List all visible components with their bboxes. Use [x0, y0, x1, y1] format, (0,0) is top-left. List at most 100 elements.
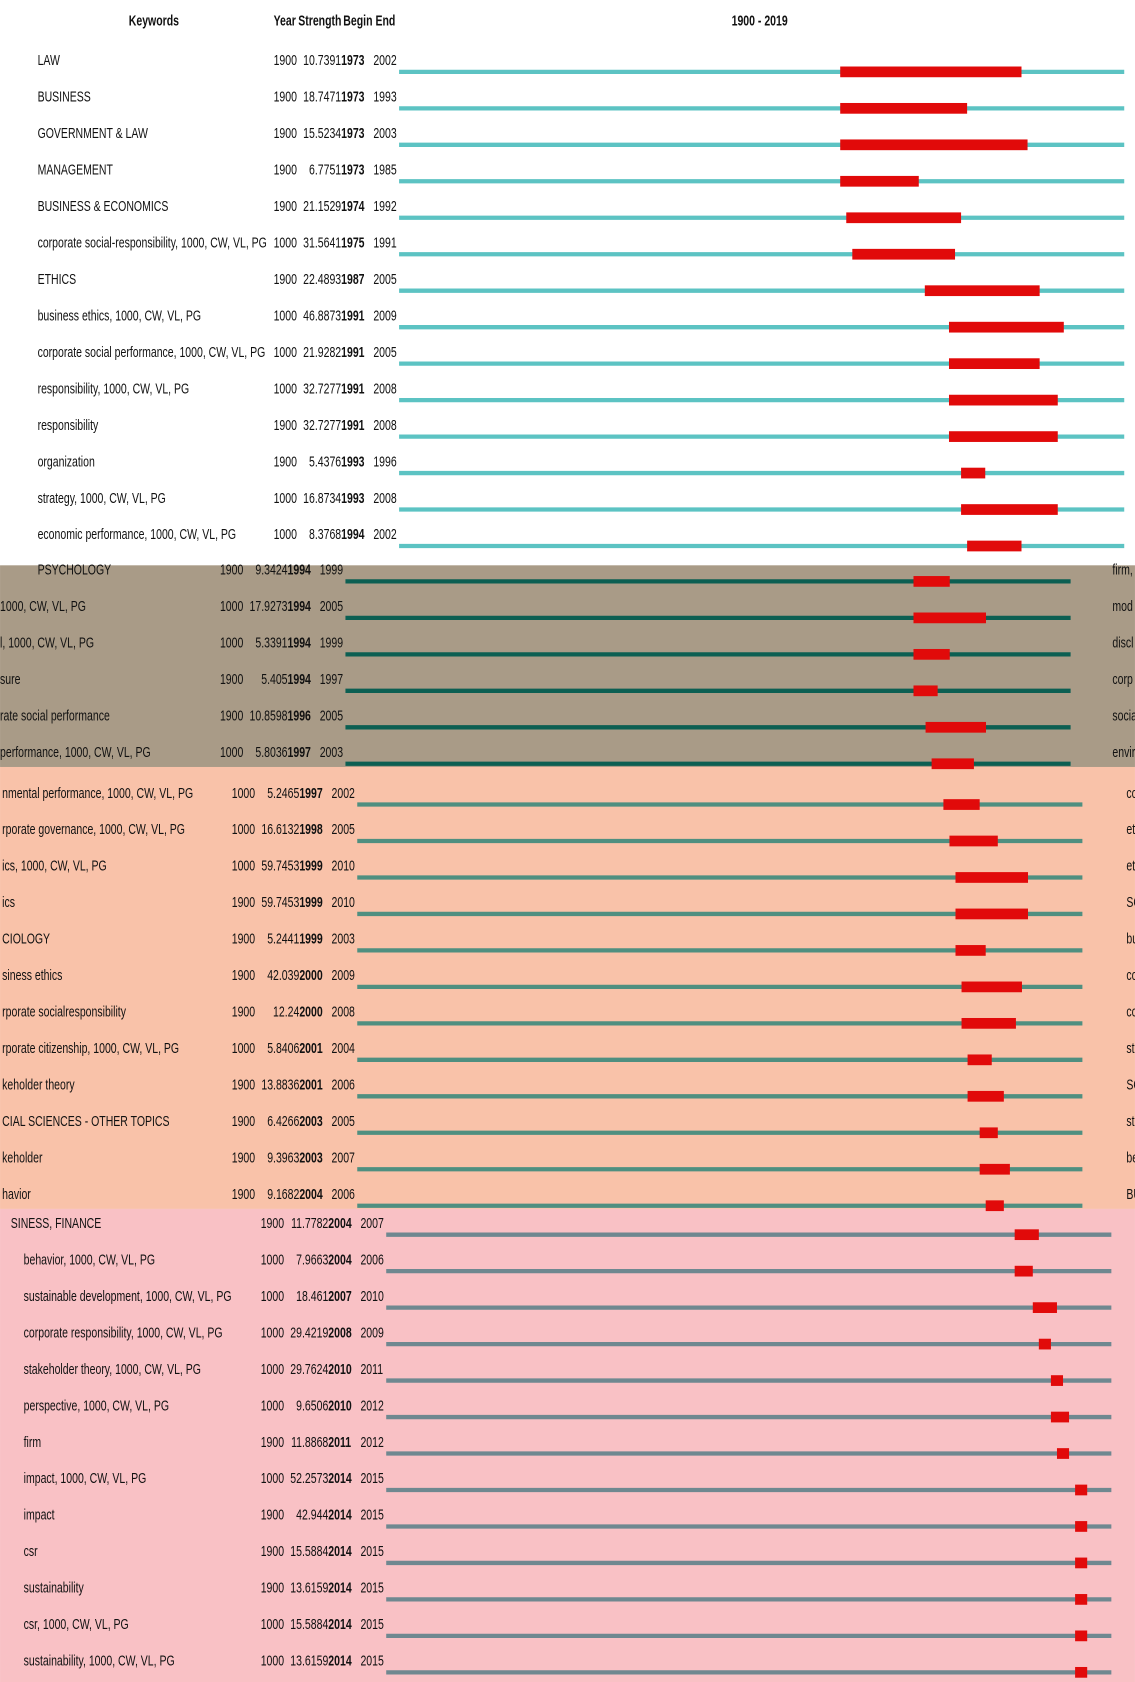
- end: 2006: [360, 1250, 383, 1267]
- year: 1000: [232, 784, 255, 801]
- keyword: strategy, 1000, CW, VL, PG: [38, 489, 166, 506]
- overflow-keyword: corp: [1112, 670, 1132, 687]
- year: 1900: [232, 966, 255, 983]
- begin: 1973: [341, 161, 364, 178]
- end: 2015: [360, 1579, 383, 1596]
- year: 1900: [232, 1112, 255, 1129]
- year: 1000: [261, 1615, 284, 1632]
- burst-bar: [943, 799, 980, 810]
- year: 1900: [220, 670, 243, 687]
- strength: 9.6506: [296, 1396, 328, 1413]
- begin: 1996: [288, 707, 311, 724]
- end: 1991: [373, 234, 396, 251]
- year: 1000: [232, 1039, 255, 1056]
- burst-bar: [955, 872, 1029, 883]
- year: 1900: [274, 88, 297, 105]
- begin: 1994: [341, 525, 365, 542]
- end: 2011: [360, 1360, 383, 1377]
- end: 2009: [332, 966, 355, 983]
- strength: 9.3424: [255, 561, 287, 578]
- end: 2002: [332, 784, 355, 801]
- begin: 1998: [299, 820, 322, 837]
- burst-bar: [985, 1200, 1004, 1212]
- overflow-keyword: SC: [1126, 1076, 1135, 1093]
- year: 1900: [261, 1542, 284, 1559]
- strength: 15.5884: [290, 1542, 328, 1559]
- year: 1900: [261, 1579, 284, 1596]
- begin: 2014: [328, 1542, 352, 1559]
- burst-bar: [948, 358, 1040, 370]
- keyword: rporate socialresponsibility: [2, 1003, 126, 1020]
- burst-bar: [1075, 1557, 1088, 1569]
- year: 1900: [232, 930, 255, 947]
- end: 2005: [332, 820, 355, 837]
- begin: 2001: [299, 1039, 322, 1056]
- year: 1000: [220, 634, 243, 651]
- burst-bar: [948, 394, 1058, 406]
- year: 1000: [274, 343, 297, 360]
- year: 1900: [261, 1214, 284, 1231]
- overflow-keyword: discl: [1112, 634, 1133, 651]
- begin: 1993: [341, 489, 364, 506]
- strength: 5.8406: [267, 1039, 299, 1056]
- burst-bar: [1050, 1411, 1070, 1423]
- strength: 7.9663: [296, 1250, 328, 1267]
- keyword: ics: [2, 893, 15, 910]
- strength: 5.4376: [309, 452, 341, 469]
- end: 2004: [332, 1039, 355, 1056]
- keyword: sustainable development, 1000, CW, VL, P…: [24, 1287, 232, 1304]
- year: 1000: [261, 1287, 284, 1304]
- end: 2008: [373, 489, 396, 506]
- strength: 18.461: [296, 1287, 328, 1304]
- begin: 2010: [328, 1360, 351, 1377]
- keyword: responsibility, 1000, CW, VL, PG: [38, 379, 190, 396]
- year: 1900: [274, 161, 297, 178]
- end: 2006: [332, 1076, 355, 1093]
- strength: 59.7453: [261, 893, 299, 910]
- keyword: corporate responsibility, 1000, CW, VL, …: [24, 1323, 223, 1340]
- keyword: nmental performance, 1000, CW, VL, PG: [2, 784, 193, 801]
- begin: 1999: [299, 930, 322, 947]
- overflow-keyword: SC: [1126, 893, 1135, 910]
- burst-bar: [1056, 1448, 1070, 1459]
- strength: 59.7453: [261, 857, 299, 874]
- year: 1000: [261, 1396, 284, 1413]
- end: 2012: [360, 1433, 383, 1450]
- keyword: firm: [24, 1433, 42, 1450]
- strength: 46.8873: [303, 307, 341, 324]
- begin: 2008: [328, 1323, 351, 1340]
- keyword: BUSINESS & ECONOMICS: [38, 197, 169, 214]
- begin: 2004: [299, 1185, 323, 1202]
- header-keywords: Keywords: [129, 12, 179, 29]
- burst-bar: [1075, 1484, 1088, 1496]
- keyword: keholder: [2, 1149, 43, 1166]
- begin: 2011: [328, 1433, 351, 1450]
- burst-bar: [961, 467, 986, 479]
- strength: 21.1529: [303, 197, 341, 214]
- begin: 1997: [299, 784, 322, 801]
- end: 2008: [373, 416, 396, 433]
- end: 1993: [373, 88, 396, 105]
- overflow-keyword: et: [1126, 857, 1135, 874]
- begin: 1974: [341, 197, 365, 214]
- year: 1900: [274, 270, 297, 287]
- section-background: [0, 565, 1135, 767]
- burst-bar: [913, 685, 938, 697]
- keyword: PSYCHOLOGY: [38, 561, 112, 578]
- keyword: BUSINESS: [38, 88, 91, 105]
- burst-bar: [1075, 1630, 1088, 1642]
- end: 1999: [320, 561, 343, 578]
- burst-bar: [961, 981, 1022, 993]
- overflow-keyword: co: [1126, 1003, 1135, 1020]
- keyword: performance, 1000, CW, VL, PG: [0, 743, 151, 760]
- strength: 31.5641: [303, 234, 341, 251]
- strength: 13.6159: [290, 1652, 328, 1669]
- strength: 13.6159: [290, 1579, 328, 1596]
- keyword: keholder theory: [2, 1076, 75, 1093]
- keyword: sustainability, 1000, CW, VL, PG: [24, 1652, 175, 1669]
- keyword: economic performance, 1000, CW, VL, PG: [38, 525, 237, 542]
- overflow-keyword: bu: [1126, 930, 1135, 947]
- header-begin: Begin: [343, 12, 372, 29]
- year: 1900: [232, 1149, 255, 1166]
